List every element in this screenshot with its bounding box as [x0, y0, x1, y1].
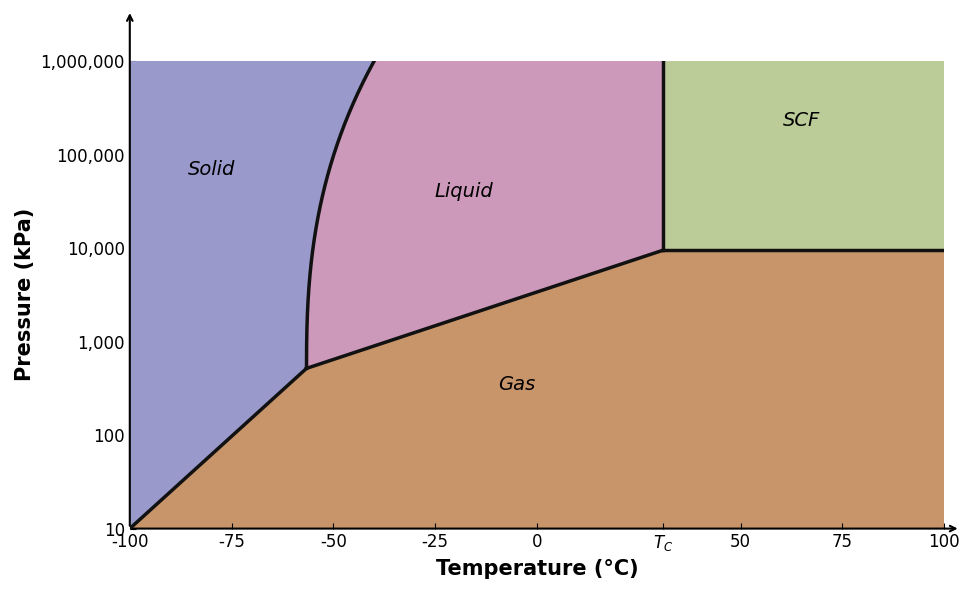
- Text: Gas: Gas: [498, 375, 535, 394]
- Polygon shape: [130, 61, 374, 529]
- Y-axis label: Pressure (kPa): Pressure (kPa): [15, 208, 35, 381]
- Polygon shape: [130, 250, 944, 529]
- Text: Liquid: Liquid: [434, 182, 493, 201]
- Polygon shape: [306, 61, 663, 368]
- X-axis label: Temperature (°C): Temperature (°C): [436, 559, 639, 579]
- Text: SCF: SCF: [783, 112, 820, 131]
- Text: Solid: Solid: [187, 160, 235, 179]
- Polygon shape: [663, 61, 944, 250]
